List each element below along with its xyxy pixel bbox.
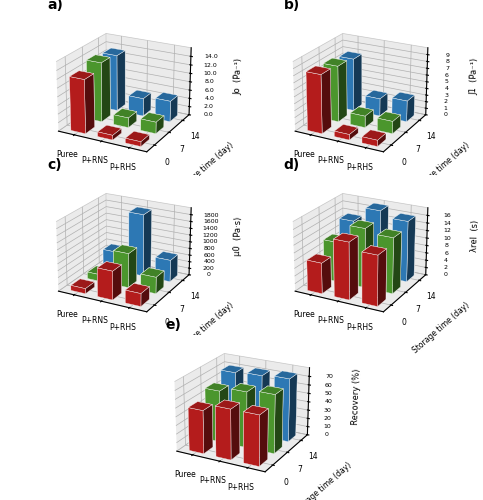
Y-axis label: Storage time (day): Storage time (day) [174, 300, 235, 355]
Text: e): e) [165, 318, 181, 332]
Text: d): d) [284, 158, 300, 172]
Y-axis label: Storage time (day): Storage time (day) [293, 460, 353, 500]
Y-axis label: Storage time (day): Storage time (day) [411, 300, 471, 355]
Text: a): a) [47, 0, 63, 12]
Y-axis label: Storage time (day): Storage time (day) [411, 140, 471, 195]
Y-axis label: Storage time (day): Storage time (day) [174, 140, 235, 195]
Text: c): c) [47, 158, 61, 172]
Text: b): b) [284, 0, 300, 12]
